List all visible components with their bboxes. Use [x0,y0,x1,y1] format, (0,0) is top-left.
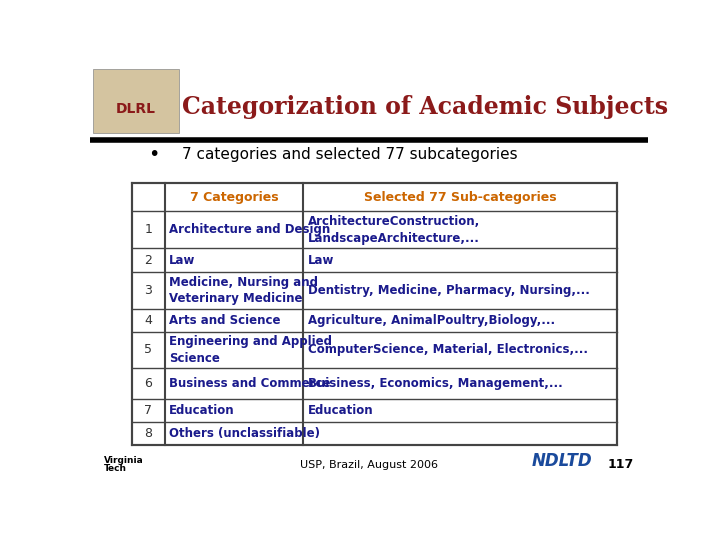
Text: Medicine, Nursing and
Veterinary Medicine: Medicine, Nursing and Veterinary Medicin… [169,275,318,305]
Text: 6: 6 [145,377,153,390]
Text: ComputerScience, Material, Electronics,...: ComputerScience, Material, Electronics,.… [307,343,588,356]
Text: Tech: Tech [104,464,127,474]
Text: Education: Education [169,404,235,417]
Text: Engineering and Applied
Science: Engineering and Applied Science [169,335,333,364]
Text: Others (unclassifiable): Others (unclassifiable) [169,427,320,440]
Text: Business and Commerce: Business and Commerce [169,377,330,390]
Text: NDLTD: NDLTD [531,453,592,470]
Text: Arts and Science: Arts and Science [169,314,281,327]
Text: Architecture and Design: Architecture and Design [169,224,330,237]
Bar [93,69,179,133]
Text: Selected 77 Sub-categories: Selected 77 Sub-categories [364,191,557,204]
Text: 4: 4 [145,314,153,327]
Bar [132,183,617,445]
Text: Law: Law [307,253,334,267]
Text: 3: 3 [145,284,153,297]
Text: 117: 117 [608,458,634,471]
Bar [90,65,648,138]
Text: 5: 5 [144,343,153,356]
Text: 7 categories and selected 77 subcategories: 7 categories and selected 77 subcategori… [182,147,518,161]
Text: Law: Law [169,253,196,267]
Text: 1: 1 [145,224,153,237]
Text: •: • [148,145,160,164]
Text: Buisiness, Economics, Management,...: Buisiness, Economics, Management,... [307,377,562,390]
Text: Education: Education [307,404,373,417]
Text: 8: 8 [144,427,153,440]
Text: 7: 7 [144,404,153,417]
Text: ArchitectureConstruction,
LandscapeArchitecture,...: ArchitectureConstruction, LandscapeArchi… [307,215,480,245]
Text: Categorization of Academic Subjects: Categorization of Academic Subjects [181,95,668,119]
Text: Dentistry, Medicine, Pharmacy, Nursing,...: Dentistry, Medicine, Pharmacy, Nursing,.… [307,284,590,297]
Text: Agriculture, AnimalPoultry,Biology,...: Agriculture, AnimalPoultry,Biology,... [307,314,555,327]
Text: USP, Brazil, August 2006: USP, Brazil, August 2006 [300,460,438,470]
Text: 2: 2 [145,253,153,267]
Text: 7 Categories: 7 Categories [190,191,279,204]
Text: DLRL: DLRL [116,102,156,116]
Text: Virginia: Virginia [104,456,144,465]
